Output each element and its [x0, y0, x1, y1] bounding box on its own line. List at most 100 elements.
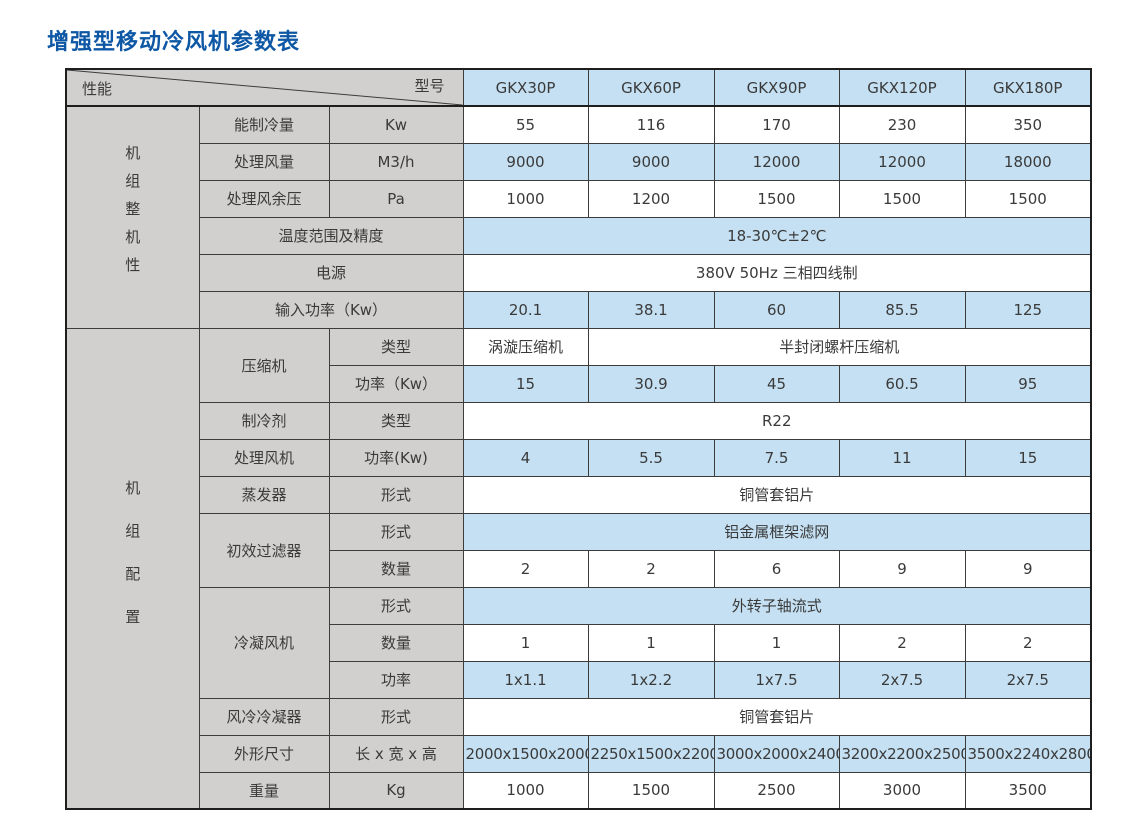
value-cell: 1x1.1 — [462, 660, 589, 699]
group-label-cell: 机组整机性 — [65, 105, 200, 329]
page-title: 增强型移动冷风机参数表 — [47, 30, 301, 55]
value-cell: 3000 — [838, 771, 966, 810]
value-cell: 55 — [462, 105, 589, 144]
value-cell: 1000 — [462, 179, 589, 218]
value-cell: 1500 — [713, 179, 840, 218]
value-cell: 2500 — [713, 771, 840, 810]
spec-table: 性能 型号 GKX30P GKX60P GKX90P GKX120P GKX18… — [65, 68, 1093, 810]
value-cell: 3500x2240x2800 — [964, 734, 1092, 773]
unit-cell: 类型 — [328, 327, 464, 366]
unit-cell: Pa — [328, 179, 464, 218]
unit-cell: 形式 — [328, 586, 464, 625]
param-label-cell: 输入功率（Kw） — [198, 290, 464, 329]
table-row: 初效过滤器 形式 铝金属框架滤网 — [66, 512, 1092, 588]
table-row: 功率（Kw） 15 30.9 45 60.5 95 — [66, 364, 1092, 403]
unit-cell: 形式 — [328, 697, 464, 736]
unit-cell: 功率(Kw) — [328, 438, 464, 477]
component-label-cell: 风冷冷凝器 — [198, 697, 330, 736]
value-cell: 95 — [964, 364, 1092, 403]
unit-cell: 类型 — [328, 401, 464, 440]
value-cell: 4 — [462, 438, 589, 477]
unit-cell: M3/h — [328, 142, 464, 181]
value-cell: 3500 — [964, 771, 1092, 810]
value-cell: 3200x2200x2500 — [838, 734, 966, 773]
merged-value-cell: R22 — [462, 401, 1092, 440]
table-row: 机组配置 压缩机 类型 涡漩压缩机 半封闭螺杆压缩机 — [65, 327, 1092, 810]
value-cell: 15 — [964, 438, 1092, 477]
model-header-cell: GKX60P — [587, 68, 715, 107]
table-row: 输入功率（Kw） 20.1 38.1 60 85.5 125 — [66, 290, 1092, 329]
value-cell: 3000x2000x2400 — [713, 734, 840, 773]
value-cell: 2 — [587, 549, 715, 588]
value-cell: 9000 — [587, 142, 715, 181]
group-label-cell: 机组配置 — [65, 327, 200, 810]
param-label-cell: 处理风量 — [198, 142, 330, 181]
value-cell: 2 — [964, 623, 1092, 662]
value-cell: 125 — [964, 290, 1092, 329]
value-cell: 9000 — [462, 142, 589, 181]
value-cell: 1x2.2 — [587, 660, 715, 699]
value-cell: 9 — [964, 549, 1092, 588]
merged-value-cell: 18-30℃±2℃ — [462, 216, 1092, 255]
value-cell: 170 — [713, 105, 840, 144]
table-row: 处理风机 功率(Kw) 4 5.5 7.5 11 15 — [66, 438, 1092, 477]
diagonal-divider-icon — [67, 70, 463, 105]
component-label-cell: 初效过滤器 — [198, 512, 330, 588]
param-label-cell: 处理风余压 — [198, 179, 330, 218]
corner-model-label: 型号 — [414, 77, 445, 95]
table-row: 冷凝风机 形式 外转子轴流式 — [66, 586, 1092, 699]
value-cell: 116 — [587, 105, 715, 144]
component-label-cell: 制冷剂 — [198, 401, 330, 440]
table-row: 蒸发器 形式 铜管套铝片 — [66, 475, 1092, 514]
value-cell: 30.9 — [587, 364, 715, 403]
component-label-cell: 处理风机 — [198, 438, 330, 477]
value-cell: 1x7.5 — [713, 660, 840, 699]
value-cell: 1500 — [964, 179, 1092, 218]
table-row: 外形尺寸 长 x 宽 x 高 2000x1500x2000 2250x1500x… — [66, 734, 1092, 773]
value-cell: 45 — [713, 364, 840, 403]
merged-value-cell: 铝金属框架滤网 — [462, 512, 1092, 551]
table-row: 处理风量 M3/h 9000 9000 12000 12000 18000 — [66, 142, 1092, 181]
component-label-cell: 重量 — [198, 771, 330, 810]
value-cell: 60 — [713, 290, 840, 329]
unit-cell: 功率 — [328, 660, 464, 699]
merged-value-cell: 外转子轴流式 — [462, 586, 1092, 625]
value-cell: 12000 — [838, 142, 966, 181]
value-cell: 9 — [838, 549, 966, 588]
component-label-cell: 蒸发器 — [198, 475, 330, 514]
value-cell: 1200 — [587, 179, 715, 218]
unit-cell: 数量 — [328, 623, 464, 662]
unit-cell: Kw — [328, 105, 464, 144]
value-cell: 38.1 — [587, 290, 715, 329]
corner-performance-label: 性能 — [82, 80, 113, 98]
unit-cell: 形式 — [328, 475, 464, 514]
param-label-cell: 电源 — [198, 253, 464, 292]
value-cell: 涡漩压缩机 — [462, 327, 589, 366]
value-cell: 20.1 — [462, 290, 589, 329]
value-cell: 230 — [838, 105, 966, 144]
value-cell: 6 — [713, 549, 840, 588]
unit-cell: 功率（Kw） — [328, 364, 464, 403]
unit-cell: 长 x 宽 x 高 — [328, 734, 464, 773]
param-label-cell: 温度范围及精度 — [198, 216, 464, 255]
merged-value-cell: 铜管套铝片 — [462, 475, 1092, 514]
table-row: 数量 1 1 1 2 2 — [66, 623, 1092, 662]
value-cell: 1000 — [462, 771, 589, 810]
value-cell: 1 — [713, 623, 840, 662]
value-cell: 2 — [838, 623, 966, 662]
component-label-cell: 冷凝风机 — [198, 586, 330, 699]
param-label-cell: 能制冷量 — [198, 105, 330, 144]
value-cell: 1500 — [838, 179, 966, 218]
value-cell: 12000 — [713, 142, 840, 181]
value-cell: 18000 — [964, 142, 1092, 181]
value-cell: 350 — [964, 105, 1092, 144]
merged-value-cell: 铜管套铝片 — [462, 697, 1092, 736]
value-cell: 15 — [462, 364, 589, 403]
table-row: 处理风余压 Pa 1000 1200 1500 1500 1500 — [66, 179, 1092, 218]
value-cell: 11 — [838, 438, 966, 477]
value-cell: 2000x1500x2000 — [462, 734, 589, 773]
model-header-cell: GKX120P — [838, 68, 966, 107]
component-label-cell: 外形尺寸 — [198, 734, 330, 773]
group2-label: 机组配置 — [123, 480, 142, 653]
value-cell: 1 — [587, 623, 715, 662]
